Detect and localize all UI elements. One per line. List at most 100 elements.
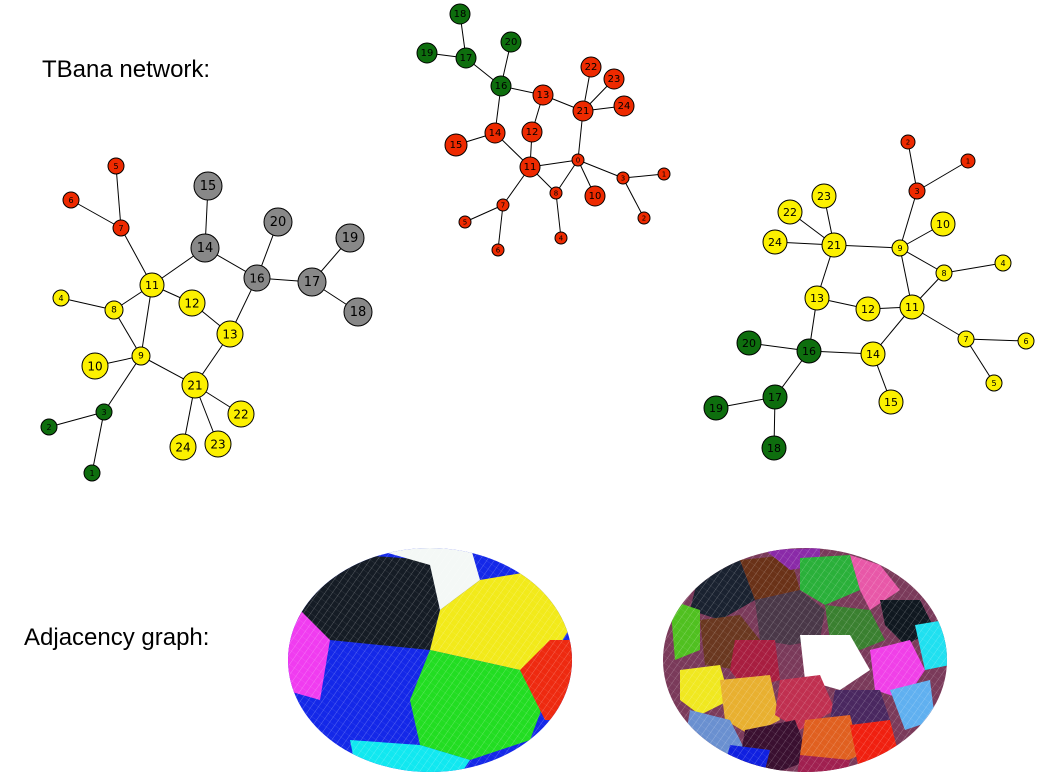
graph-node-label: 12 <box>184 297 199 311</box>
graph-node <box>297 267 327 297</box>
graph-node-label: 18 <box>350 305 367 320</box>
graph-edge <box>555 192 562 239</box>
graph-node-label: 19 <box>709 402 723 415</box>
graph-node-label: 2 <box>46 423 51 432</box>
graph-node <box>796 338 822 364</box>
graph-node <box>104 300 124 320</box>
graph-edge <box>103 355 142 413</box>
graph-node <box>519 156 541 178</box>
graph-node <box>855 296 881 322</box>
graph-node <box>62 191 80 209</box>
graph-edge <box>115 165 122 229</box>
graph-node <box>930 211 956 237</box>
graph-node <box>107 157 125 175</box>
graph-node-label: 6 <box>1023 337 1028 346</box>
graph-node <box>532 84 554 106</box>
graph-node-label: 2 <box>642 215 646 223</box>
graph-node <box>484 122 506 144</box>
graph-edge <box>48 411 105 428</box>
graph-node-label: 17 <box>460 53 473 64</box>
graph-node <box>416 42 438 64</box>
graph-node <box>908 182 926 200</box>
graph-node <box>521 121 543 143</box>
graph-node-label: 13 <box>537 90 550 101</box>
graph-edge <box>622 173 665 179</box>
graph-node <box>40 418 58 436</box>
graph-node-label: 20 <box>270 215 287 230</box>
graph-node <box>554 231 568 245</box>
graph-node <box>83 464 101 482</box>
graph-node-label: 14 <box>489 128 502 139</box>
graph-node <box>139 272 165 298</box>
graph-node-label: 3 <box>621 175 625 183</box>
graph-node-label: 21 <box>827 239 841 252</box>
graph-node-label: 1 <box>662 171 666 179</box>
graph-node <box>985 374 1003 392</box>
graph-node-label: 23 <box>608 74 621 85</box>
graph-node <box>878 389 904 415</box>
graph-node-label: 9 <box>897 244 902 253</box>
graph-node <box>204 430 232 458</box>
graph-edge <box>622 177 645 219</box>
adjacency-graph-coarse <box>288 548 572 772</box>
graph-node-label: 23 <box>210 438 225 452</box>
graph-edge <box>70 199 122 229</box>
graph-node-label: 15 <box>200 179 217 194</box>
graph-node <box>821 232 847 258</box>
graph-node-label: 12 <box>526 127 539 138</box>
graph-node <box>81 352 109 380</box>
graph-node-label: 11 <box>905 301 919 314</box>
graph-node <box>112 219 130 237</box>
graph-node <box>444 133 468 157</box>
graph-node <box>496 198 510 212</box>
graph-node-label: 2 <box>906 139 910 147</box>
graph-edge <box>577 159 624 179</box>
graph-node <box>891 239 909 257</box>
graph-node <box>181 371 209 399</box>
graph-node <box>994 254 1012 272</box>
graph-node-label: 16 <box>249 272 264 286</box>
graph-node-label: 4 <box>1000 259 1005 268</box>
graph-node-label: 18 <box>767 442 781 455</box>
graph-node-label: 4 <box>559 235 564 243</box>
graph-node-label: 11 <box>524 162 537 173</box>
graph-node-label: 7 <box>118 224 123 233</box>
graph-node <box>860 341 886 367</box>
graph-node-label: 7 <box>501 202 505 210</box>
graph-node-label: 10 <box>936 218 950 231</box>
graph-node-label: 14 <box>866 348 880 361</box>
graph-node <box>572 100 594 122</box>
graph-node <box>178 289 206 317</box>
graph-node <box>449 3 471 25</box>
network-section-label: TBana network: <box>42 56 211 83</box>
graph-node <box>736 330 762 356</box>
graph-node <box>455 47 477 69</box>
graph-node <box>549 186 563 200</box>
graph-node <box>1017 332 1035 350</box>
graph-node-label: 8 <box>941 269 946 278</box>
graph-node-label: 6 <box>496 247 501 255</box>
graph-node <box>131 346 151 366</box>
graph-node <box>190 233 220 263</box>
graph-node <box>762 384 788 410</box>
graph-node <box>263 207 293 237</box>
graph-node <box>657 167 671 181</box>
graph-node-label: 10 <box>87 360 102 374</box>
graph-node <box>613 95 635 117</box>
graph-node-label: 19 <box>421 48 434 59</box>
graph-node <box>616 171 630 185</box>
graph-node-label: 3 <box>914 187 919 196</box>
graph-node-label: 14 <box>197 241 214 256</box>
graph-node <box>703 395 729 421</box>
adjacency-graph-fine <box>663 548 947 772</box>
graph-node-label: 24 <box>768 236 782 249</box>
graph-node-label: 1 <box>966 158 970 166</box>
graph-node <box>580 56 602 78</box>
graph-edge <box>916 160 969 192</box>
graph-node <box>169 433 197 461</box>
graph-node <box>762 229 788 255</box>
